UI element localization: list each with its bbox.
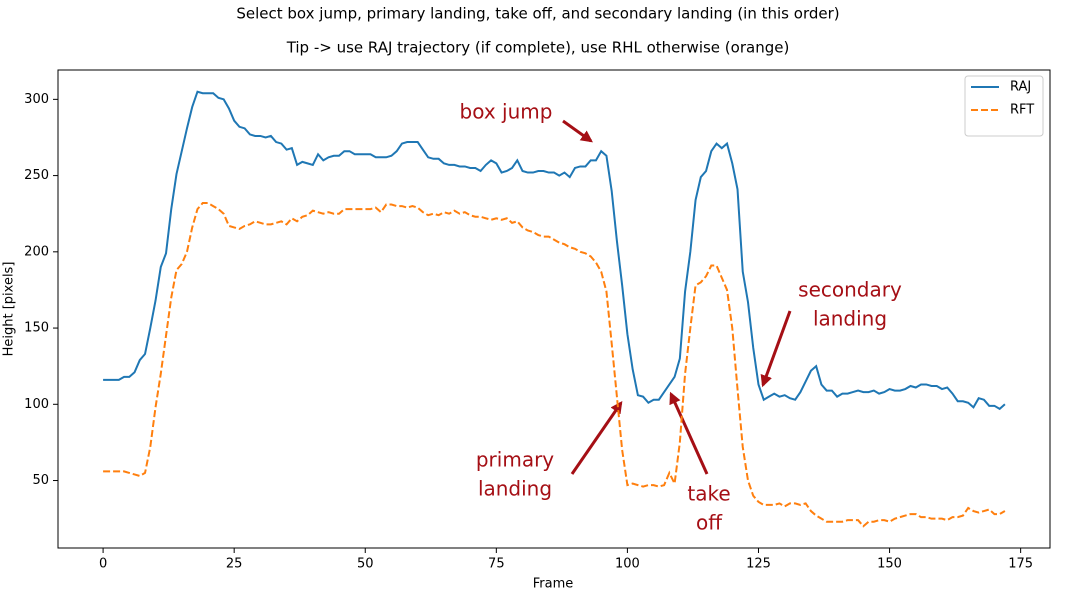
- annotation-arrow: [760, 310, 792, 388]
- annotation-arrow: [669, 391, 709, 475]
- annotation: secondary: [798, 278, 902, 302]
- chart-title: Select box jump, primary landing, take o…: [236, 5, 839, 23]
- x-tick-label: 50: [357, 557, 374, 572]
- data-line: [103, 90, 1006, 411]
- y-tick-label: 50: [32, 473, 49, 488]
- annotation-arrow: [570, 401, 623, 475]
- y-tick-label: 100: [24, 397, 49, 412]
- y-tick-label: 200: [24, 244, 49, 259]
- annotation: landing: [813, 307, 887, 331]
- x-tick-label: 125: [746, 557, 771, 572]
- legend-label: RAJ: [1010, 80, 1031, 95]
- y-tick-label: 150: [24, 321, 49, 336]
- y-axis-label: Height [pixels]: [2, 262, 17, 357]
- x-tick-label: 175: [1008, 557, 1033, 572]
- annotation-arrow: [562, 119, 593, 143]
- annotation: take: [687, 482, 730, 506]
- x-tick-label: 25: [226, 557, 243, 572]
- annotation: landing: [478, 477, 552, 501]
- x-tick-label: 150: [877, 557, 902, 572]
- x-tick-label: 100: [615, 557, 640, 572]
- x-tick-label: 75: [488, 557, 505, 572]
- annotation: primary: [476, 448, 554, 472]
- y-tick-label: 250: [24, 168, 49, 183]
- legend-label: RFT: [1010, 103, 1034, 118]
- annotation: off: [696, 511, 723, 535]
- legend-box: [964, 75, 1044, 137]
- annotation: box jump: [460, 100, 553, 124]
- x-axis-label: Frame: [533, 577, 574, 592]
- x-tick-label: 0: [99, 557, 107, 572]
- y-tick-label: 300: [24, 92, 49, 107]
- chart-subtitle: Tip -> use RAJ trajectory (if complete),…: [286, 39, 790, 57]
- plot-frame: [57, 69, 1051, 549]
- data-line: [103, 202, 1006, 528]
